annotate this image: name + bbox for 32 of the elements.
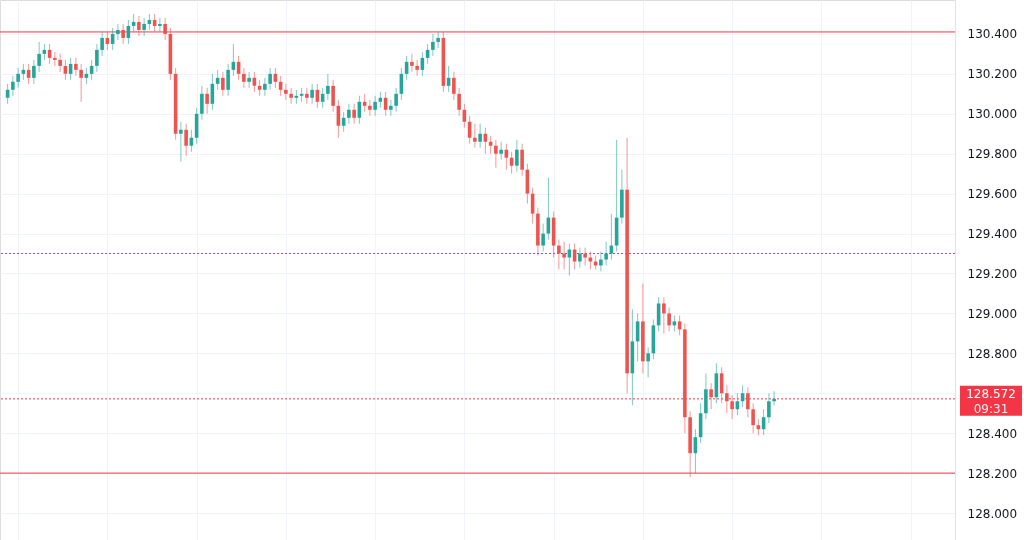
y-tick-label: 128.000 bbox=[967, 506, 1018, 521]
ref-line-label: 128.572 bbox=[966, 386, 1016, 401]
y-tick-label: 130.000 bbox=[967, 107, 1018, 122]
y-tick-label: 128.800 bbox=[967, 346, 1018, 361]
candlestick bbox=[389, 99, 393, 117]
candlestick bbox=[116, 23, 120, 41]
candlestick bbox=[305, 87, 309, 105]
y-tick-label: 129.600 bbox=[967, 187, 1018, 202]
candlestick bbox=[368, 99, 372, 117]
y-tick-label: 129.400 bbox=[967, 227, 1018, 242]
text: 09:31 bbox=[973, 401, 1009, 416]
y-tick-label: 129.000 bbox=[967, 306, 1018, 321]
candlestick bbox=[74, 57, 78, 77]
candlestick bbox=[284, 83, 288, 101]
candlestick bbox=[415, 59, 419, 77]
candlestick bbox=[58, 53, 62, 73]
y-tick-label: 130.200 bbox=[967, 67, 1018, 82]
y-tick-label: 129.800 bbox=[967, 147, 1018, 162]
candlestick bbox=[410, 53, 414, 73]
candlestick bbox=[247, 71, 251, 89]
candlestick bbox=[158, 17, 162, 33]
candlestick bbox=[436, 31, 440, 49]
candlestick bbox=[263, 77, 267, 97]
candlestick bbox=[583, 247, 587, 267]
candlestick bbox=[53, 51, 57, 67]
y-tick-label: 128.200 bbox=[967, 466, 1018, 481]
y-tick-label: 128.400 bbox=[967, 426, 1018, 441]
candlestick bbox=[142, 17, 146, 37]
y-tick-label: 129.200 bbox=[967, 266, 1018, 281]
candlestick bbox=[499, 141, 503, 161]
y-tick-label: 130.400 bbox=[967, 27, 1018, 42]
candlestick bbox=[289, 87, 293, 105]
